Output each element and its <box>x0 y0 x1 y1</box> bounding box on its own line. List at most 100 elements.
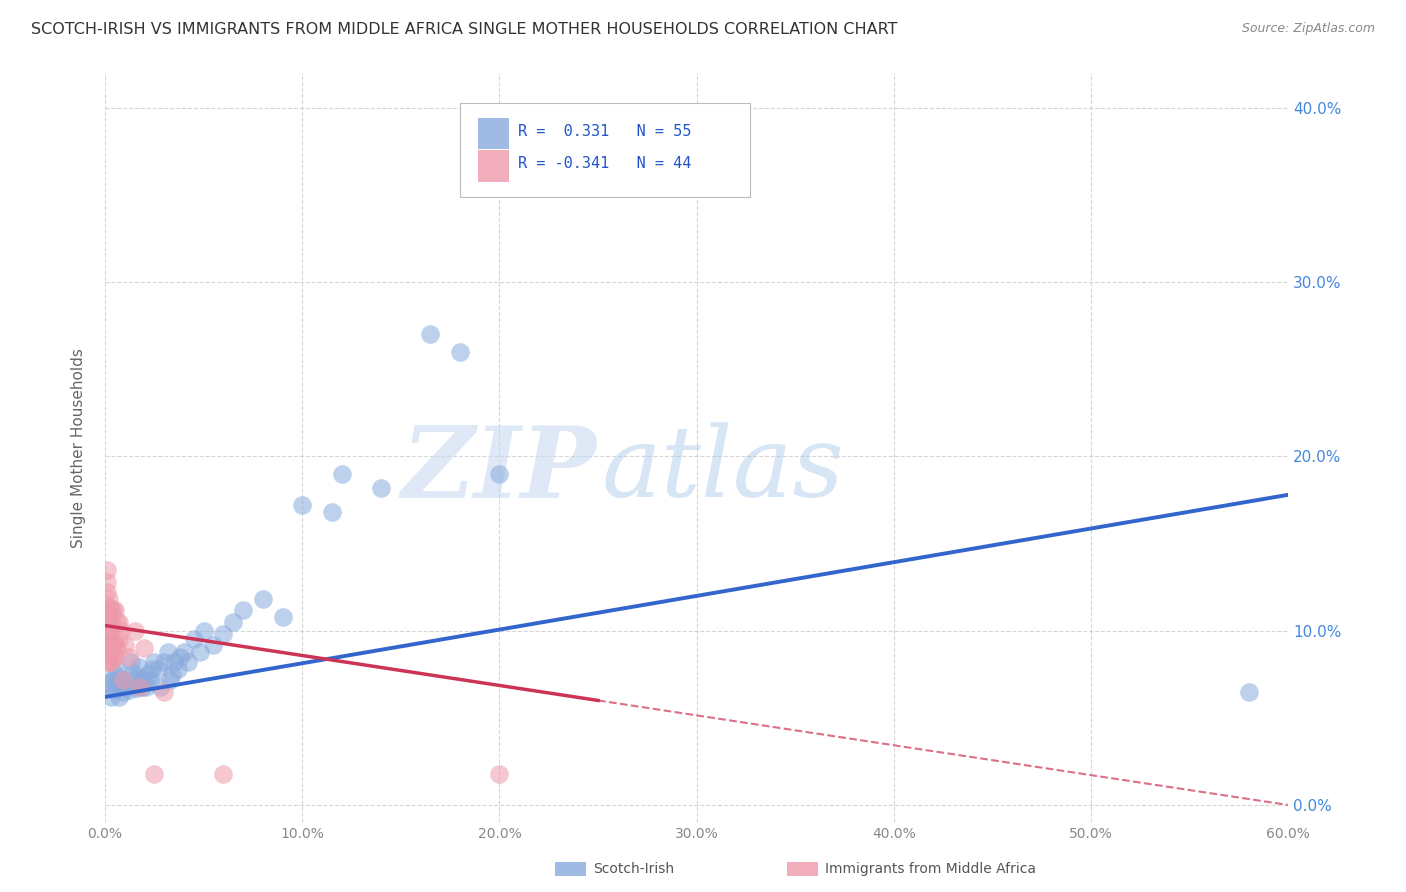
Point <box>212 766 235 780</box>
Point <box>118 683 141 698</box>
Text: Immigrants from Middle Africa: Immigrants from Middle Africa <box>825 862 1036 876</box>
Point <box>96 563 118 577</box>
Point <box>120 655 142 669</box>
Point <box>96 655 118 669</box>
FancyBboxPatch shape <box>478 118 509 150</box>
Y-axis label: Single Mother Households: Single Mother Households <box>72 348 86 548</box>
Point <box>167 662 190 676</box>
Point <box>1237 684 1260 698</box>
Text: R = -0.341   N = 44: R = -0.341 N = 44 <box>517 156 692 171</box>
Point <box>105 615 128 629</box>
Point <box>118 649 141 664</box>
Point <box>96 615 118 629</box>
Point <box>114 680 136 694</box>
Point <box>488 467 510 481</box>
Point <box>488 766 510 780</box>
Point <box>96 607 118 621</box>
Point <box>232 603 254 617</box>
Point <box>110 624 132 638</box>
Point <box>128 660 150 674</box>
Point <box>100 627 122 641</box>
Point <box>177 655 200 669</box>
FancyBboxPatch shape <box>478 150 509 182</box>
Point <box>97 645 120 659</box>
Point <box>104 649 127 664</box>
Point <box>202 638 225 652</box>
Point <box>107 671 129 685</box>
Text: Source: ZipAtlas.com: Source: ZipAtlas.com <box>1241 22 1375 36</box>
Point <box>271 609 294 624</box>
Point <box>114 638 136 652</box>
Point <box>100 615 122 629</box>
Point <box>97 618 120 632</box>
Point <box>104 603 127 617</box>
Point <box>124 624 146 638</box>
Point <box>173 645 195 659</box>
Point <box>104 667 127 681</box>
Point <box>100 655 122 669</box>
Point <box>183 632 205 647</box>
Point <box>104 683 127 698</box>
Point <box>101 638 124 652</box>
Text: R =  0.331   N = 55: R = 0.331 N = 55 <box>517 124 692 139</box>
Point <box>97 638 120 652</box>
Point <box>188 645 211 659</box>
Text: ZIP: ZIP <box>401 422 596 518</box>
Point <box>105 641 128 656</box>
Point <box>96 598 118 612</box>
Point <box>124 673 146 687</box>
Point <box>141 662 163 676</box>
Point <box>107 690 129 704</box>
Point <box>96 638 118 652</box>
Point <box>139 673 162 687</box>
Point <box>111 684 134 698</box>
Point <box>160 667 183 681</box>
Point <box>169 649 191 664</box>
Point <box>143 655 166 669</box>
Point <box>97 627 120 641</box>
Point <box>121 665 143 680</box>
Point <box>101 603 124 617</box>
Point <box>212 627 235 641</box>
Point <box>100 638 122 652</box>
Text: Scotch-Irish: Scotch-Irish <box>593 862 675 876</box>
Point <box>100 690 122 704</box>
Point <box>330 467 353 481</box>
Point <box>419 327 441 342</box>
Text: atlas: atlas <box>602 423 845 518</box>
Point <box>134 641 156 656</box>
Point <box>105 662 128 676</box>
FancyBboxPatch shape <box>460 103 749 196</box>
Point <box>143 766 166 780</box>
Text: SCOTCH-IRISH VS IMMIGRANTS FROM MIDDLE AFRICA SINGLE MOTHER HOUSEHOLDS CORRELATI: SCOTCH-IRISH VS IMMIGRANTS FROM MIDDLE A… <box>31 22 897 37</box>
Point <box>163 655 186 669</box>
Point <box>449 344 471 359</box>
Point <box>321 505 343 519</box>
Point <box>97 592 120 607</box>
Point <box>96 627 118 641</box>
Point <box>138 667 160 681</box>
Point <box>129 671 152 685</box>
Point <box>97 601 120 615</box>
Point <box>159 673 181 687</box>
Point <box>96 574 118 589</box>
Point <box>134 673 156 687</box>
Point <box>148 662 170 676</box>
Point <box>291 498 314 512</box>
Point <box>131 680 153 694</box>
Point <box>110 676 132 690</box>
Point <box>96 585 118 599</box>
Point <box>193 624 215 638</box>
Point <box>153 655 176 669</box>
Point <box>370 481 392 495</box>
Point <box>222 615 245 629</box>
Point <box>101 649 124 664</box>
Point <box>100 603 122 617</box>
Point <box>107 632 129 647</box>
Point <box>96 676 118 690</box>
Point <box>252 592 274 607</box>
Point <box>111 673 134 687</box>
Point <box>135 680 157 694</box>
Point <box>97 609 120 624</box>
Point <box>100 645 122 659</box>
